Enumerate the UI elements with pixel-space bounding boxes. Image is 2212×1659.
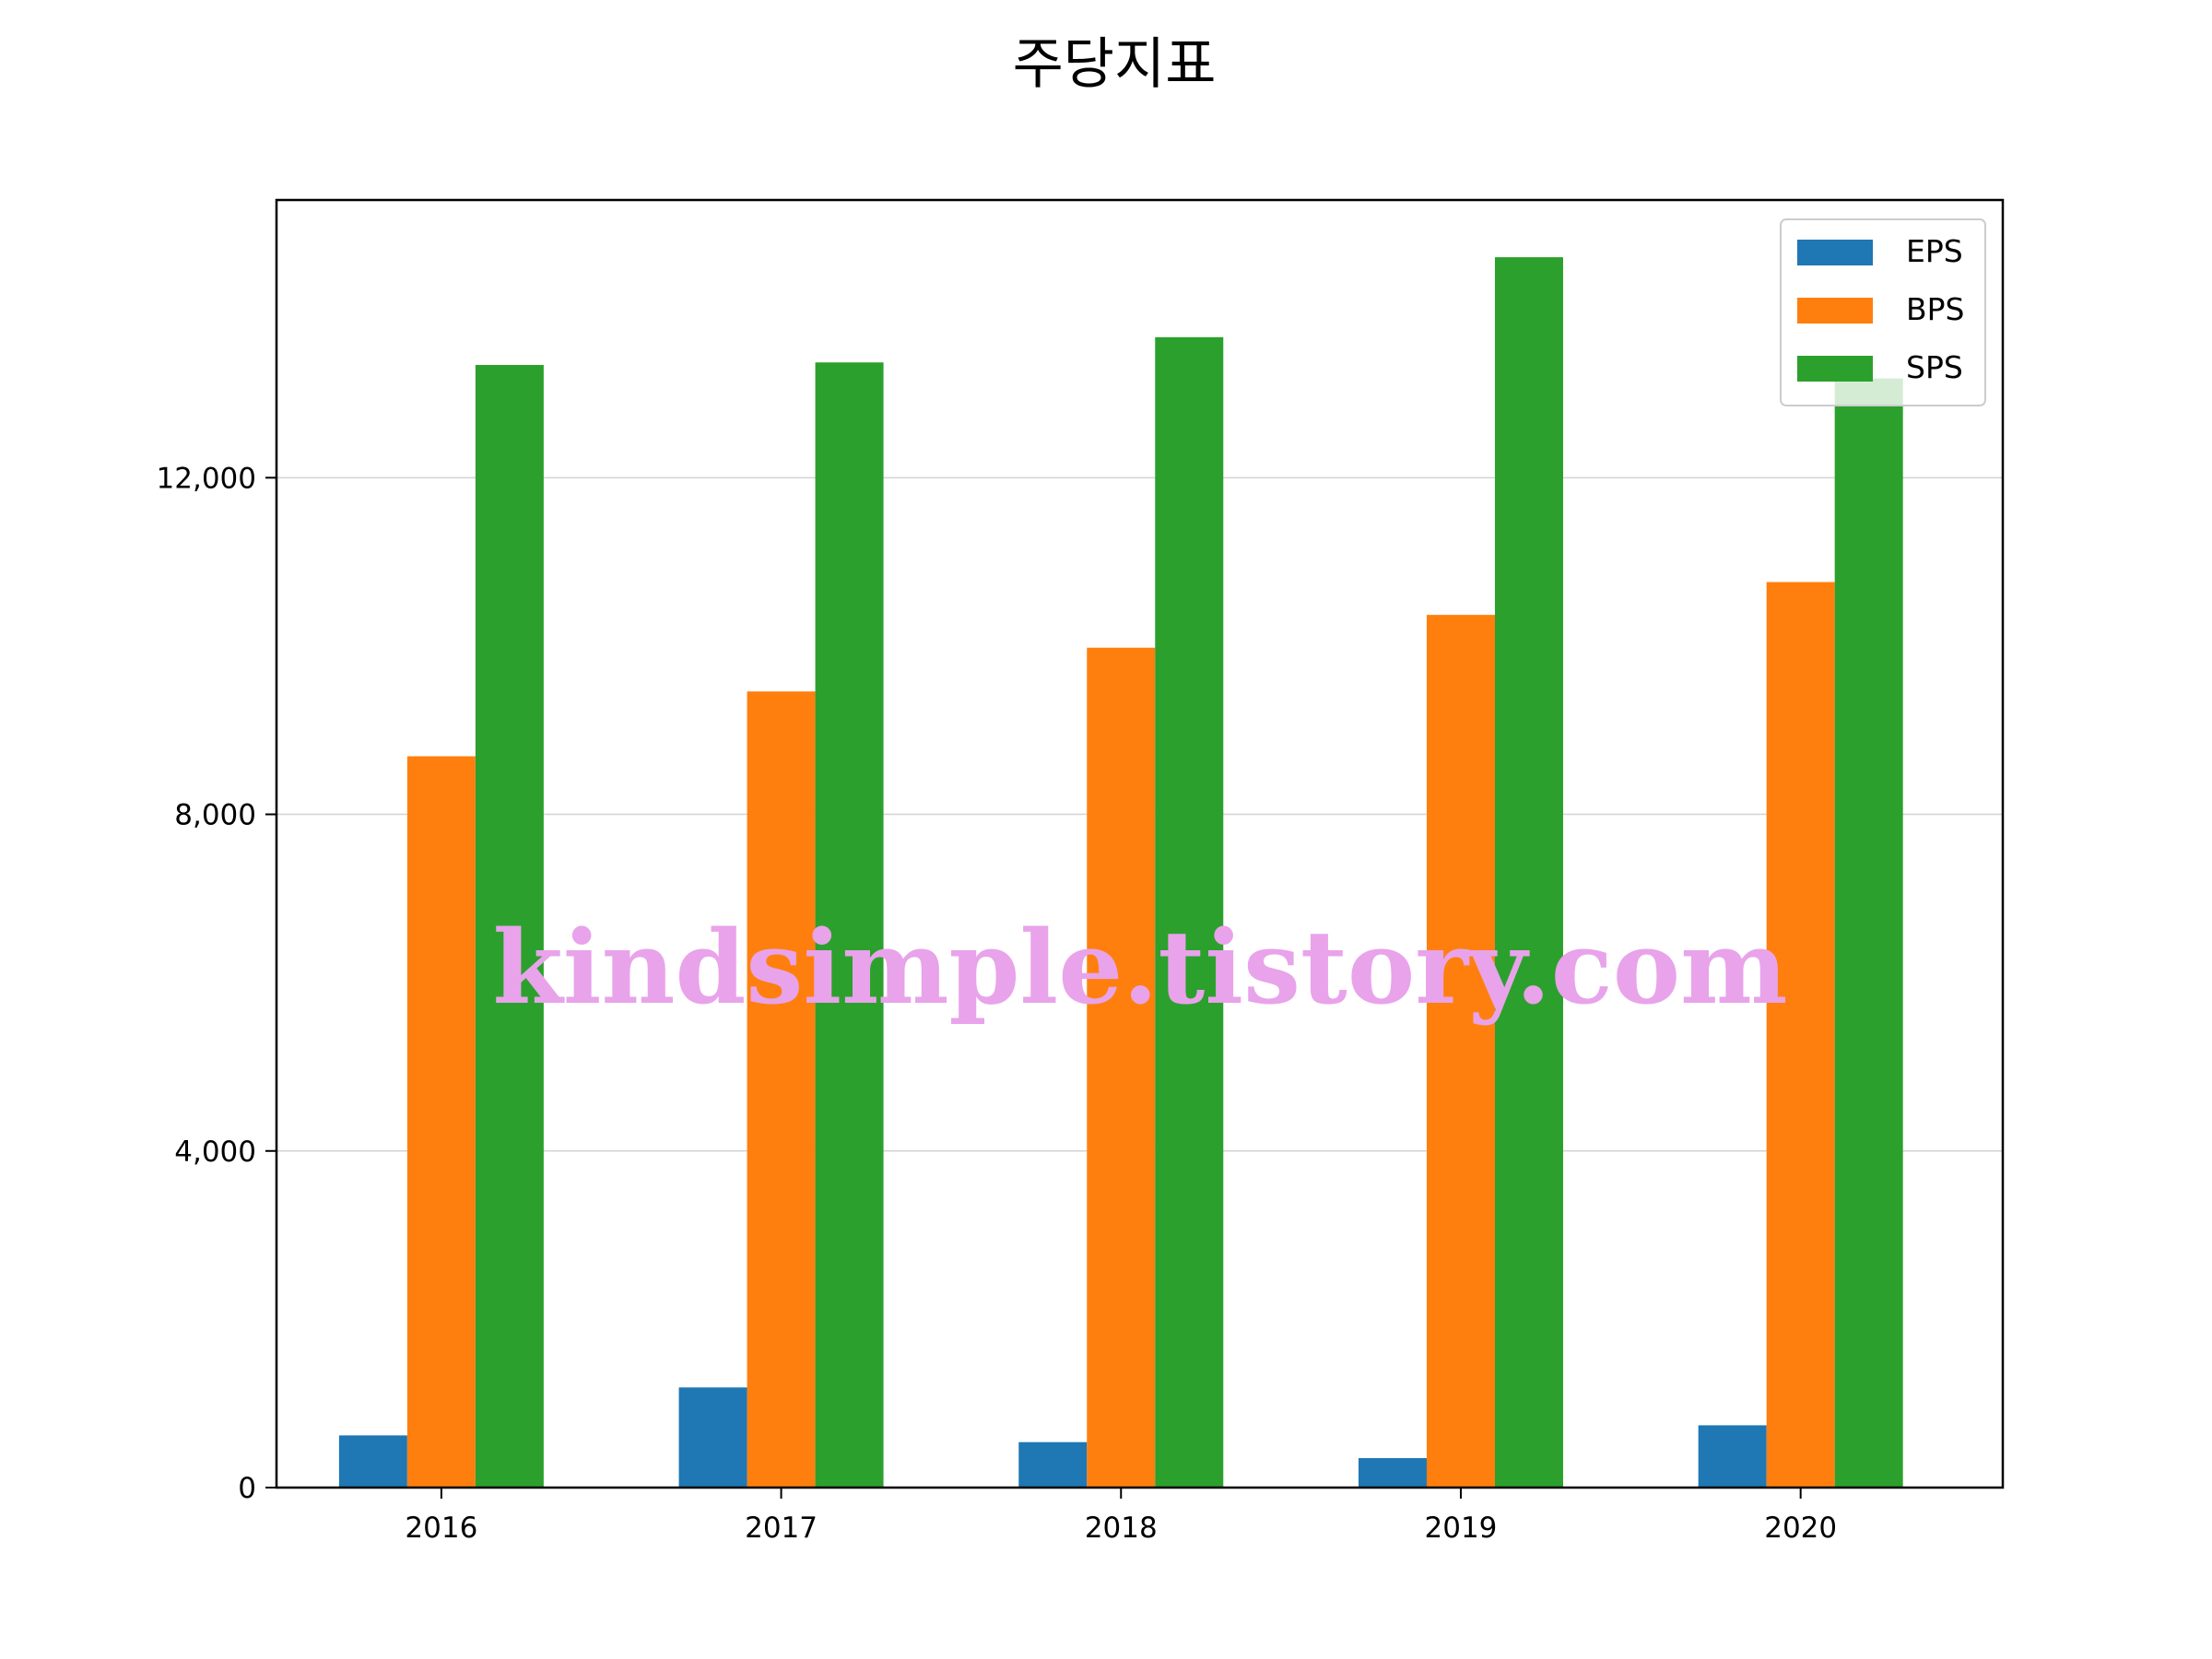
y-tick-label-0: 0 [238, 1472, 256, 1505]
legend-swatch-sps [1797, 356, 1873, 382]
x-tick-label-2017: 2017 [745, 1512, 818, 1545]
y-tick-label-1: 4,000 [174, 1135, 256, 1169]
legend-label-sps: SPS [1906, 349, 1963, 385]
bar-sps-2017 [815, 362, 884, 1488]
y-tick-label-2: 8,000 [174, 799, 256, 832]
bar-sps-2016 [475, 364, 544, 1488]
bars [338, 257, 1903, 1488]
x-tick-label-2019: 2019 [1425, 1512, 1498, 1545]
bar-eps-2017 [678, 1387, 747, 1488]
bar-sps-2020 [1834, 378, 1903, 1488]
bar-bps-2016 [406, 756, 476, 1488]
bar-sps-2018 [1155, 336, 1224, 1488]
x-axis: 2016 2017 2018 2019 2020 [405, 1488, 1837, 1545]
legend-swatch-eps [1797, 240, 1873, 265]
bar-eps-2019 [1358, 1458, 1427, 1488]
x-tick-label-2016: 2016 [405, 1512, 477, 1545]
legend-label-bps: BPS [1906, 291, 1965, 327]
x-tick-label-2020: 2020 [1764, 1512, 1837, 1545]
bar-bps-2017 [747, 691, 816, 1488]
y-axis: 0 4,000 8,000 12,000 [157, 462, 276, 1505]
y-tick-label-3: 12,000 [157, 462, 256, 495]
chart-title: 주당지표 [1013, 32, 1217, 97]
legend-swatch-bps [1797, 298, 1873, 324]
watermark-text: kindsimple.tistory.com [493, 908, 1788, 1027]
bar-eps-2020 [1698, 1425, 1767, 1488]
x-tick-label-2018: 2018 [1085, 1512, 1158, 1545]
plot-frame [275, 198, 2005, 1489]
legend: EPS BPS SPS [1780, 218, 1986, 406]
bar-bps-2018 [1087, 647, 1156, 1488]
bar-bps-2019 [1426, 615, 1495, 1488]
legend-label-eps: EPS [1906, 233, 1963, 269]
bar-bps-2020 [1766, 582, 1835, 1488]
bar-eps-2018 [1018, 1441, 1088, 1488]
bar-sps-2019 [1494, 257, 1563, 1488]
bar-eps-2016 [338, 1435, 407, 1488]
